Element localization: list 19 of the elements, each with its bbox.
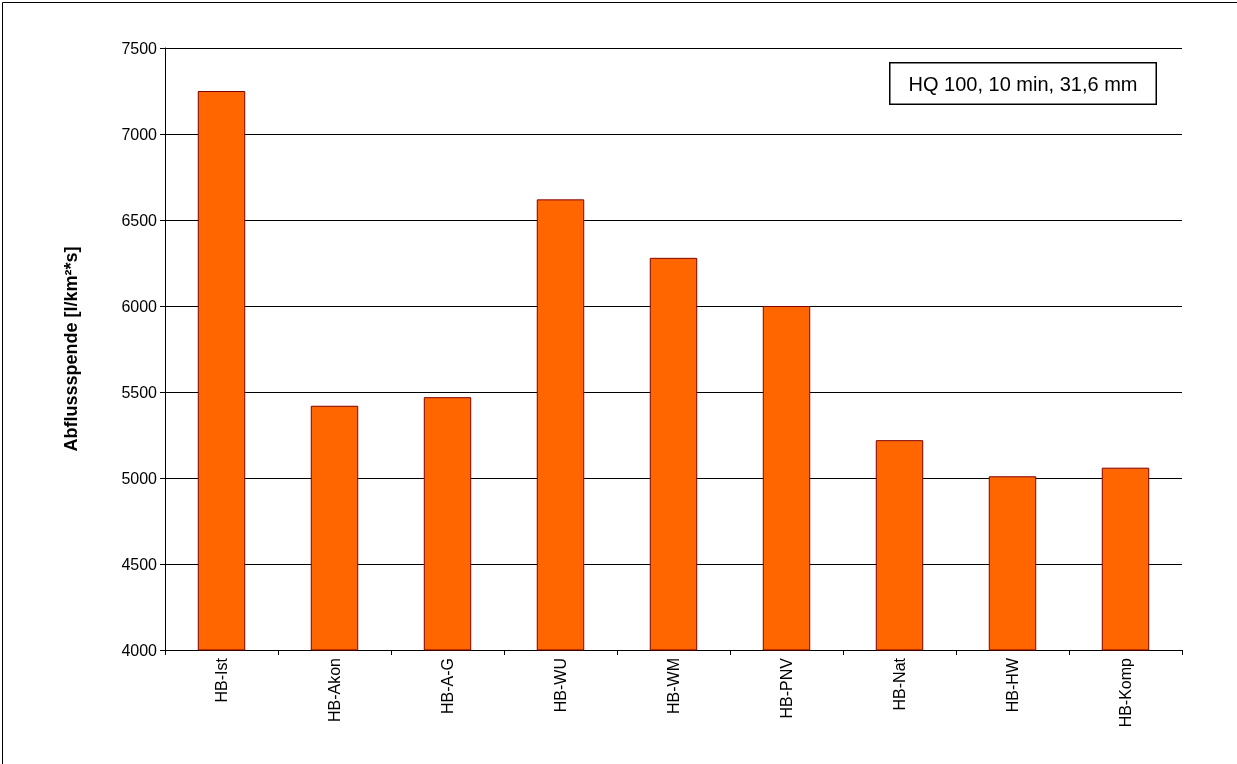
x-tick-label: HB-PNV bbox=[778, 657, 795, 719]
x-tick-label: HB-Nat bbox=[891, 657, 908, 711]
y-tick-label: 4000 bbox=[121, 641, 158, 659]
y-axis-title: Abflussspende [l/km²*s] bbox=[61, 246, 81, 452]
y-tick-label: 6000 bbox=[121, 297, 158, 315]
y-tick-label: 5000 bbox=[121, 469, 158, 487]
y-tick-label: 5500 bbox=[121, 383, 158, 401]
y-tick-label: 6500 bbox=[121, 211, 158, 229]
x-tick-label: HB-WU bbox=[552, 658, 569, 713]
y-tick-label: 7000 bbox=[121, 125, 158, 143]
x-tick-label: HB-A-G bbox=[439, 658, 456, 714]
annotation: HQ 100, 10 min, 31,6 mm bbox=[908, 72, 1138, 95]
x-tick-label: HB-HW bbox=[1004, 657, 1021, 713]
x-tick-label: HB-Ist bbox=[213, 657, 230, 703]
x-tick-label: HB-Komp bbox=[1117, 657, 1134, 728]
x-tick-label: HB-WM bbox=[665, 658, 682, 714]
x-tick-label: HB-Akon bbox=[326, 658, 343, 723]
y-tick-label: 4500 bbox=[121, 555, 158, 573]
y-tick-label: 7500 bbox=[121, 39, 158, 57]
